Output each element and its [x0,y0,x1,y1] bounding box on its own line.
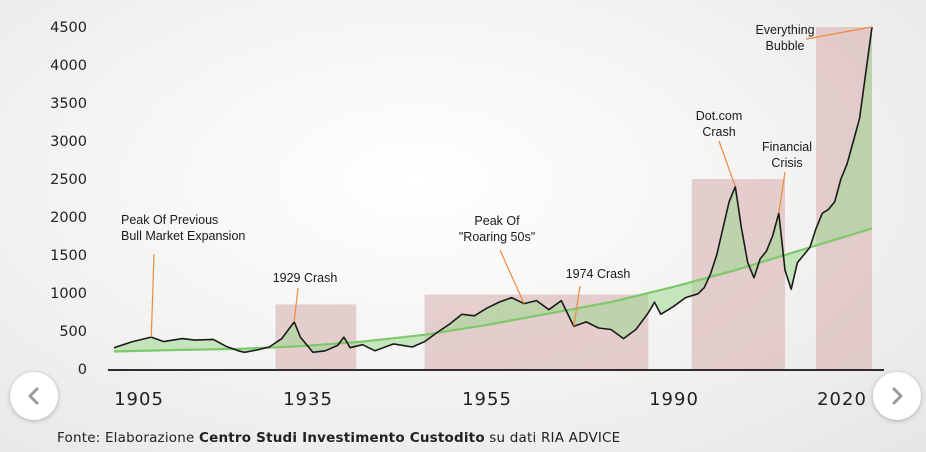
annotation-label: Financial [762,140,812,154]
source-suffix: su dati RIA ADVICE [484,430,621,446]
source-organization: Centro Studi Investimento Custodito [199,430,485,446]
annotation-pointer [718,140,736,187]
y-tick-label: 2500 [50,172,87,188]
y-tick-label: 2000 [50,210,87,226]
annotation-label: Peak Of Previous [121,213,218,227]
annotation-label: 1974 Crash [566,267,631,281]
next-slide-button[interactable] [873,372,921,420]
source-prefix: Fonte: Elaborazione [57,430,199,446]
chart: 0 500 1000 1500 2000 2500 3000 3500 4000 4500 1905… [50,20,884,410]
y-tick-label: 500 [59,324,87,340]
x-tick-label: 1935 [283,389,333,410]
annotation-label: "Roaring 50s" [459,230,535,244]
y-tick-label: 3000 [50,134,87,150]
price-line [113,26,873,354]
y-tick-label: 4000 [50,58,87,74]
annotation-label: Crisis [771,156,802,170]
y-tick-label: 1000 [50,286,87,302]
annotation-label: Bubble [766,39,805,53]
annotation-pointer [150,253,155,338]
trend-line [113,227,873,353]
annotation-pointer [573,285,581,327]
annotation-pointer [805,26,873,40]
y-tick-label: 3500 [50,96,87,112]
y-tick-label: 0 [78,362,87,378]
x-tick-label: 2020 [817,389,867,410]
annotation-label: Peak Of [474,214,520,228]
annotation-pointer [499,249,525,304]
annotation-pointer [778,171,786,214]
x-tick-label: 1905 [114,389,164,410]
x-tick-label: 1990 [649,389,699,410]
x-tick-label: 1955 [462,389,512,410]
annotation-label: Dot.com [696,109,743,123]
previous-slide-button[interactable] [10,372,58,420]
source-note: Fonte: Elaborazione Centro Studi Investi… [57,430,620,446]
annotation-label: Crash [702,125,735,139]
annotation-label: Bull Market Expansion [121,229,245,243]
chevron-right-icon [892,387,903,405]
annotation-label: 1929 Crash [273,271,338,285]
annotation-label: Everything [755,23,814,37]
annotation-pointer [293,287,299,322]
chevron-left-icon [28,387,39,405]
y-tick-label: 1500 [50,248,87,264]
y-tick-label: 4500 [50,20,87,36]
